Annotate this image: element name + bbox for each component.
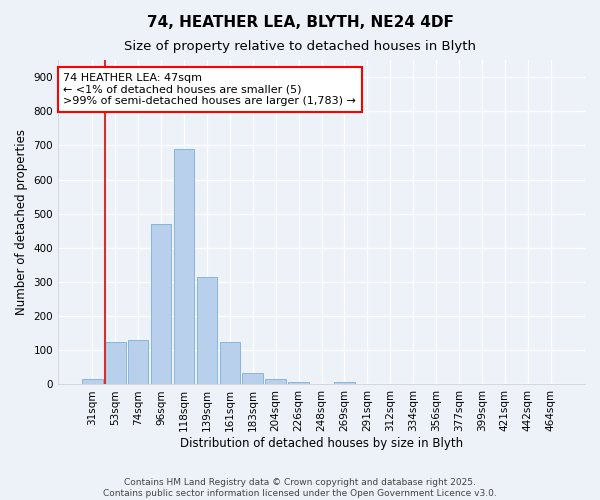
Bar bbox=[197, 277, 217, 384]
Bar bbox=[265, 380, 286, 384]
Bar bbox=[288, 382, 309, 384]
Y-axis label: Number of detached properties: Number of detached properties bbox=[15, 129, 28, 315]
Text: 74 HEATHER LEA: 47sqm
← <1% of detached houses are smaller (5)
>99% of semi-deta: 74 HEATHER LEA: 47sqm ← <1% of detached … bbox=[64, 73, 356, 106]
Bar bbox=[82, 380, 103, 384]
Bar bbox=[151, 224, 172, 384]
Text: Contains HM Land Registry data © Crown copyright and database right 2025.
Contai: Contains HM Land Registry data © Crown c… bbox=[103, 478, 497, 498]
Bar bbox=[128, 340, 148, 384]
Bar bbox=[173, 149, 194, 384]
Text: 74, HEATHER LEA, BLYTH, NE24 4DF: 74, HEATHER LEA, BLYTH, NE24 4DF bbox=[146, 15, 454, 30]
X-axis label: Distribution of detached houses by size in Blyth: Distribution of detached houses by size … bbox=[180, 437, 463, 450]
Bar bbox=[334, 382, 355, 384]
Bar bbox=[242, 372, 263, 384]
Bar bbox=[220, 342, 240, 384]
Text: Size of property relative to detached houses in Blyth: Size of property relative to detached ho… bbox=[124, 40, 476, 53]
Bar bbox=[105, 342, 125, 384]
